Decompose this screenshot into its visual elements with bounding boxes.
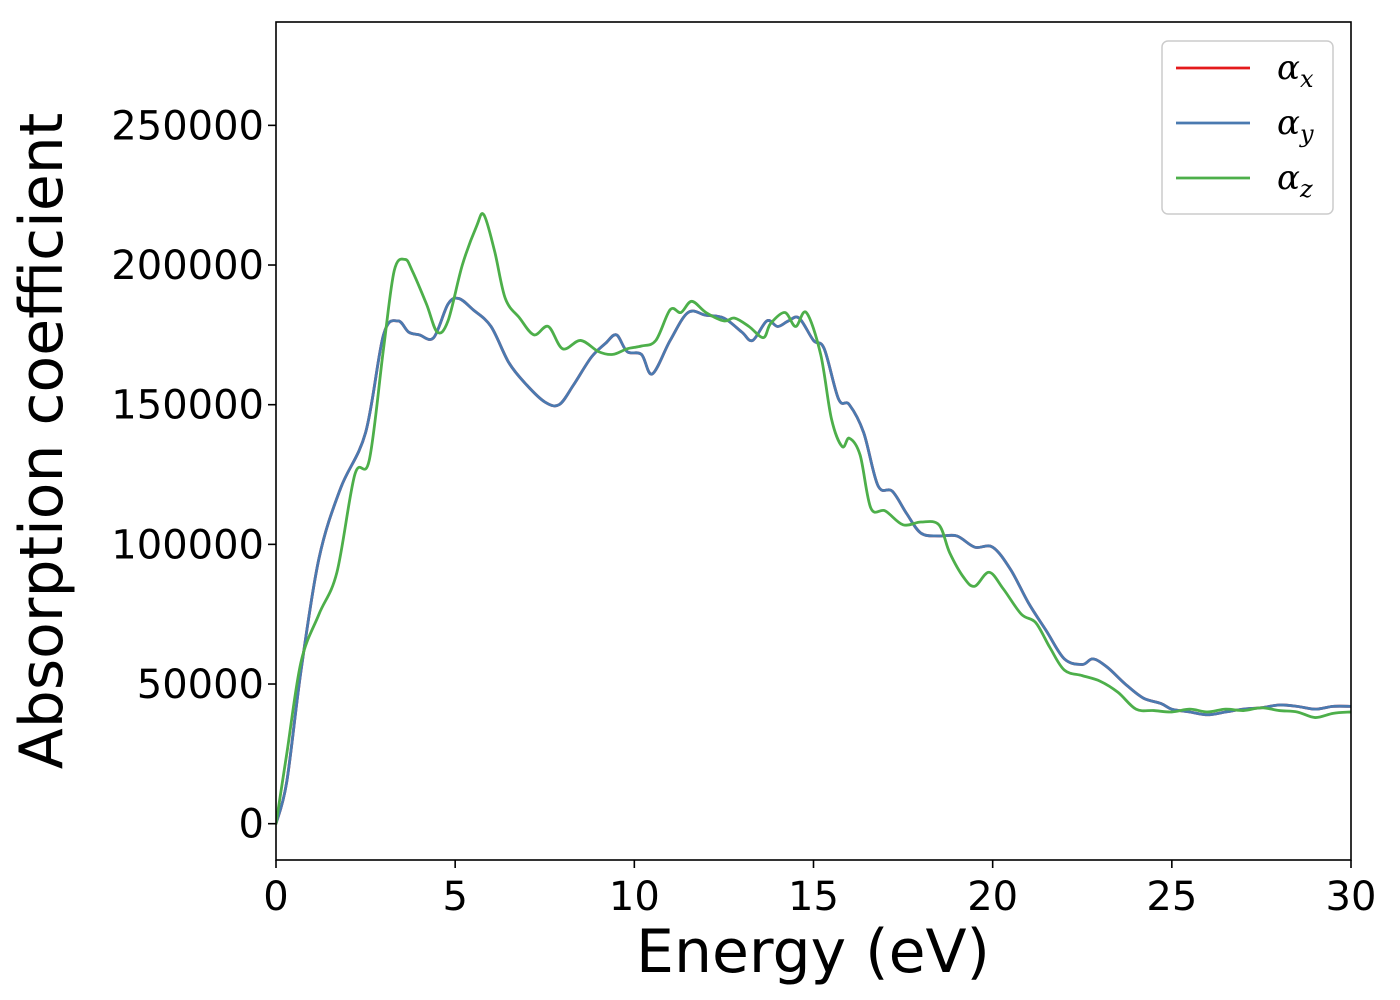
series-line-z: [276, 212, 1351, 826]
x-tick-label: 25: [1146, 874, 1197, 920]
legend-label-x: αx: [1277, 48, 1314, 93]
y-tick-label: 0: [239, 802, 264, 848]
x-axis: 0 5 10 15 20 25 30: [263, 860, 1376, 920]
x-axis-title: Energy (eV): [636, 917, 990, 987]
y-tick-label: 250000: [111, 103, 264, 149]
series-line-y: [276, 296, 1351, 826]
y-tick-label: 150000: [111, 383, 264, 429]
y-axis-title: Absorption coefficient: [7, 113, 77, 770]
x-tick-label: 20: [967, 874, 1018, 920]
legend: αx αy αz: [1161, 40, 1334, 215]
x-tick-label: 5: [442, 874, 467, 920]
x-tick-label: 10: [609, 874, 660, 920]
x-tick-label: 15: [788, 874, 839, 920]
x-tick-label: 30: [1326, 874, 1377, 920]
legend-box: [1161, 40, 1334, 215]
legend-label-y: αy: [1277, 103, 1314, 148]
y-axis: 0 50000 100000 150000 200000 250000: [111, 103, 276, 848]
y-tick-label: 50000: [137, 662, 264, 708]
x-tick-label: 0: [263, 874, 288, 920]
series-layer: [276, 212, 1351, 826]
legend-label-z: αz: [1277, 158, 1313, 203]
y-tick-label: 200000: [111, 243, 264, 289]
y-tick-label: 100000: [111, 522, 264, 568]
